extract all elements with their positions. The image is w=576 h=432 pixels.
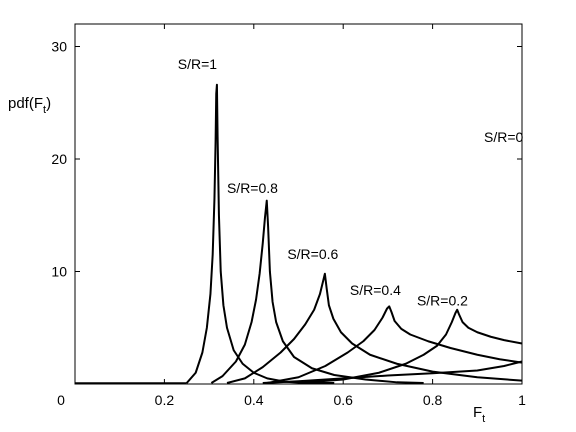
x-axis-label-subscript: t — [482, 413, 485, 425]
plot-frame — [75, 24, 522, 384]
series-line-5 — [263, 362, 522, 384]
x-axis-label: Ft — [473, 404, 485, 425]
x-tick-label: 1 — [518, 392, 526, 408]
x-tick-label: 0.6 — [333, 392, 353, 408]
series-group — [75, 85, 522, 383]
series-line-3 — [267, 306, 522, 383]
x-tick-label: 0.4 — [244, 392, 264, 408]
x-tick-label: 0.2 — [155, 392, 175, 408]
series-line-4 — [299, 310, 523, 383]
x-tick-label: 0.8 — [423, 392, 443, 408]
x-tick-label: 0 — [57, 392, 65, 408]
series-line-0 — [187, 85, 335, 383]
series-label-5: S/R=0 — [484, 129, 524, 145]
y-tick-label: 10 — [51, 264, 67, 280]
y-tick-label: 20 — [51, 151, 67, 167]
series-label-2: S/R=0.6 — [287, 246, 338, 262]
y-tick-label: 30 — [51, 39, 67, 55]
y-axis-label-close: ) — [46, 95, 51, 112]
series-label-group: S/R=1 S/R=0.8 S/R=0.6 S/R=0.4 S/R=0.2 S/R=0 — [178, 56, 524, 308]
y-axis-label: pdf(Ft) — [8, 95, 51, 116]
series-label-1: S/R=0.8 — [227, 180, 278, 196]
series-label-3: S/R=0.4 — [350, 282, 401, 298]
series-label-0: S/R=1 — [178, 56, 218, 72]
series-label-4: S/R=0.2 — [417, 292, 468, 308]
